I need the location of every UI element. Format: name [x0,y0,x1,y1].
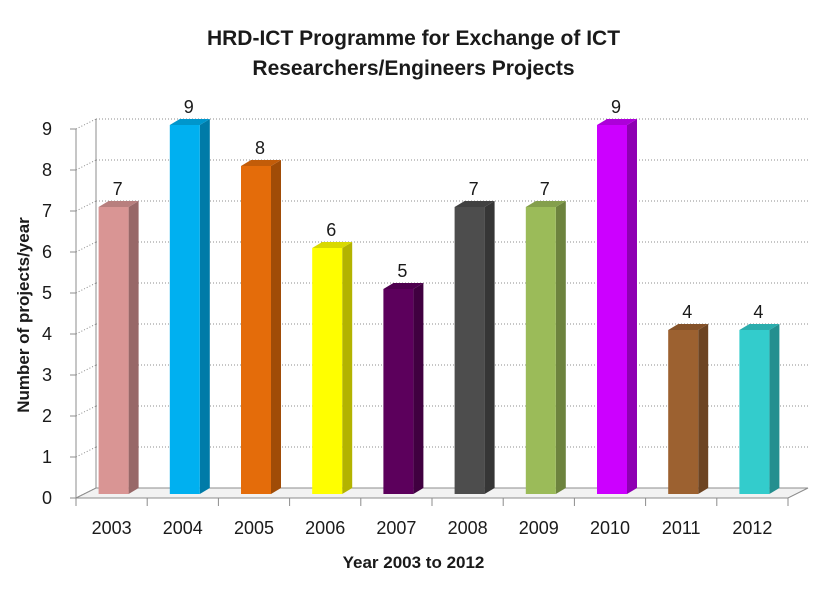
x-tick-label: 2012 [732,518,772,538]
bar [98,207,129,494]
data-label: 4 [753,302,763,322]
bar [739,330,770,494]
x-tick-label: 2007 [376,518,416,538]
bar-side [413,283,424,494]
bar-top [597,119,637,125]
bar-side [769,324,780,494]
y-tick-label: 3 [42,365,52,385]
bar-side [484,201,495,494]
bar-side [555,201,566,494]
bar-top [169,119,210,125]
gridline-side [75,364,97,376]
chart-title-line-1: HRD-ICT Programme for Exchange of ICT [206,27,621,50]
bar [241,166,271,494]
y-tick-label: 8 [42,160,52,180]
y-tick-label: 1 [42,447,52,467]
bar [668,330,699,494]
bar [454,207,485,494]
gridline-side [75,159,97,171]
bar [383,289,414,494]
x-tick-label: 2005 [234,518,274,538]
data-label: 8 [255,138,265,158]
bar-top [98,201,139,207]
bar-side [627,119,637,494]
bar [597,125,627,494]
y-tick-label: 4 [42,324,52,344]
gridline-side [75,200,97,212]
data-label: 6 [326,220,336,240]
bar-top [454,201,495,207]
x-tick-label: 2006 [305,518,345,538]
bar-top [525,201,566,207]
bar-side [128,201,139,494]
data-label: 7 [469,179,479,199]
gridline-side [75,282,97,294]
data-label: 7 [540,179,550,199]
gridline-side [75,118,97,130]
bar-top [668,324,709,330]
gridline-side [75,241,97,253]
x-tick-label: 2004 [163,518,203,538]
bar-top [312,242,353,248]
gridline-side [75,405,97,417]
x-tick-label: 2010 [590,518,630,538]
y-tick-label: 9 [42,119,52,139]
x-tick-label: 2009 [519,518,559,538]
y-tick-label: 6 [42,242,52,262]
bar-side [199,119,210,494]
data-label: 4 [682,302,692,322]
bar [525,207,556,494]
y-tick-label: 7 [42,201,52,221]
bar-top [383,283,424,289]
x-tick-label: 2008 [448,518,488,538]
y-tick-label: 5 [42,283,52,303]
bar-top [739,324,780,330]
x-tick-label: 2011 [662,518,701,538]
bar [312,248,343,494]
gridline-side [75,446,97,458]
y-tick-label: 2 [42,406,52,426]
chart-title-line-2: Researchers/Engineers Projects [252,57,575,80]
bar-side [271,160,281,494]
bar-top [241,160,281,166]
data-label: 5 [397,261,407,281]
data-label: 7 [113,179,123,199]
bar [169,125,200,494]
x-tick-label: 2003 [92,518,132,538]
gridline-side [75,323,97,335]
data-label: 9 [184,97,194,117]
bar-side [698,324,709,494]
chart-title: HRD-ICT Programme for Exchange of ICT Re… [0,24,827,84]
data-label: 9 [611,97,621,117]
x-axis-label: Year 2003 to 2012 [342,553,485,572]
bar-side [342,242,353,494]
y-tick-label: 0 [42,488,52,508]
